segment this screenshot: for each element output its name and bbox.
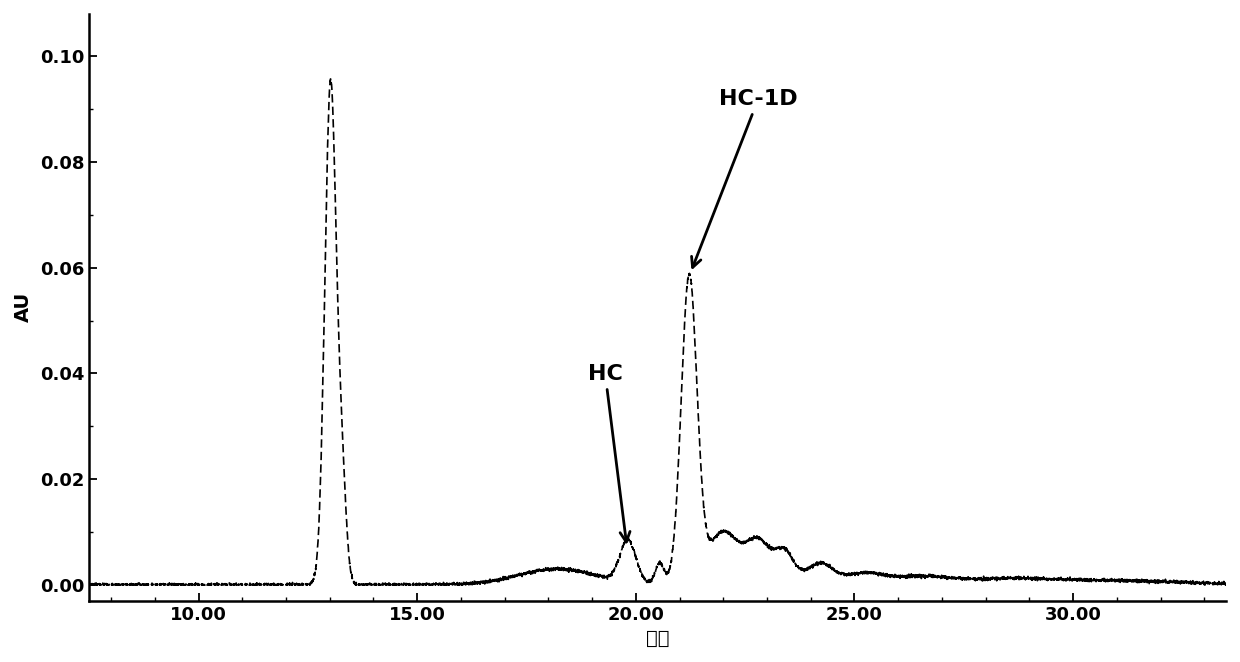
Text: HC-1D: HC-1D: [692, 89, 797, 267]
X-axis label: 分钟: 分钟: [646, 629, 670, 648]
Text: HC: HC: [588, 364, 630, 542]
Y-axis label: AU: AU: [14, 292, 33, 322]
